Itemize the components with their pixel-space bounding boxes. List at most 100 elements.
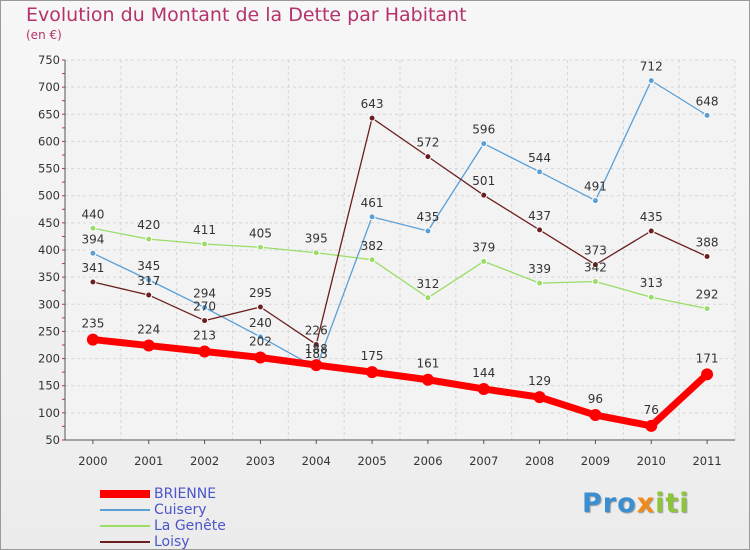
data-label: 373 [584, 244, 607, 258]
series-line [92, 336, 710, 430]
data-label: 202 [249, 334, 272, 348]
x-tick-label: 2001 [134, 454, 163, 468]
data-point [312, 340, 320, 348]
x-tick-label: 2011 [692, 454, 721, 468]
data-label: 183 [305, 347, 328, 361]
y-tick-label: 50 [45, 433, 60, 447]
chart-title: Evolution du Montant de la Dette par Hab… [26, 4, 467, 26]
data-label: 437 [528, 209, 551, 223]
axes: 50 100 150 200 250 300 350 400 450 500 550 600 650 70… [38, 53, 735, 468]
data-label: 379 [472, 240, 495, 254]
legend-label: Loisy [154, 534, 190, 550]
data-point [198, 345, 211, 358]
x-tick-label: 2010 [637, 454, 666, 468]
x-tick-label: 2008 [525, 454, 554, 468]
data-point [424, 153, 432, 161]
legend-item: Loisy [100, 534, 226, 550]
data-point [145, 235, 153, 243]
series-loisy [89, 114, 711, 348]
data-point [256, 303, 264, 311]
data-point [536, 279, 544, 287]
y-tick-label: 300 [38, 297, 60, 311]
legend-item: La Genête [100, 518, 226, 534]
proxiti-logo: Proxiti [582, 488, 690, 519]
data-label: 226 [305, 323, 328, 337]
logo-letter: t [665, 488, 680, 519]
x-tick-label: 2004 [302, 454, 331, 468]
data-label: 643 [361, 97, 384, 111]
data-label: 317 [137, 274, 160, 288]
data-point [591, 261, 599, 269]
x-tick-label: 2006 [413, 454, 442, 468]
legend-swatch [100, 490, 150, 498]
data-point [424, 294, 432, 302]
logo-letter: i [655, 488, 666, 519]
data-label: 341 [81, 261, 104, 275]
data-point [421, 373, 434, 386]
data-point [589, 409, 602, 422]
y-tick-label: 550 [38, 162, 60, 176]
data-point [145, 276, 153, 284]
x-tick-label: 2009 [581, 454, 610, 468]
data-label: 461 [361, 196, 384, 210]
logo-letter: P [582, 488, 603, 519]
data-label: 175 [361, 349, 384, 363]
logo-letter: r [602, 488, 618, 519]
series-layer [86, 77, 714, 432]
data-label: 411 [193, 223, 216, 237]
data-labels: 235 224 213 202 188 175 161 144 129 96 76 171 394 345… [81, 60, 718, 417]
data-point [536, 168, 544, 176]
data-label: 270 [193, 300, 216, 314]
y-tick-label: 500 [38, 189, 60, 203]
logo-letter: o [617, 488, 637, 519]
data-point [201, 240, 209, 248]
data-label: 342 [584, 260, 607, 274]
data-point [480, 257, 488, 265]
data-label: 435 [416, 210, 439, 224]
data-point [89, 278, 97, 286]
y-tick-label: 700 [38, 80, 60, 94]
data-point [591, 277, 599, 285]
data-point [89, 224, 97, 232]
series-cuisery [89, 77, 711, 372]
data-point [89, 249, 97, 257]
y-tick-label: 150 [38, 379, 60, 393]
data-point [254, 351, 267, 364]
data-point [647, 293, 655, 301]
data-label: 712 [640, 60, 663, 74]
legend-swatch [100, 525, 150, 527]
series-brienne [86, 333, 714, 432]
y-tick-label: 650 [38, 107, 60, 121]
legend-item: BRIENNE [100, 486, 226, 502]
series-line [92, 227, 708, 310]
data-point [647, 77, 655, 85]
data-label: 491 [584, 180, 607, 194]
data-label: 572 [416, 136, 439, 150]
y-tick-label: 400 [38, 243, 60, 257]
series-line [92, 79, 708, 369]
data-point [703, 253, 711, 261]
legend-label: La Genête [154, 518, 226, 534]
y-tick-label: 200 [38, 352, 60, 366]
data-label: 295 [249, 286, 272, 300]
data-label: 224 [137, 323, 160, 337]
data-label: 188 [305, 342, 328, 356]
logo-letter: x [636, 488, 656, 519]
data-label: 76 [644, 403, 659, 417]
data-point [477, 382, 490, 395]
data-label: 420 [137, 218, 160, 232]
legend-label: Cuisery [154, 502, 207, 518]
data-point [368, 256, 376, 264]
data-label: 213 [193, 329, 216, 343]
data-point [201, 304, 209, 312]
data-label: 240 [249, 316, 272, 330]
data-point [312, 249, 320, 257]
data-point [645, 419, 658, 432]
data-point [201, 317, 209, 325]
data-point [536, 226, 544, 234]
data-label: 161 [416, 357, 439, 371]
data-point [591, 197, 599, 205]
data-point [480, 191, 488, 199]
data-point [368, 114, 376, 122]
